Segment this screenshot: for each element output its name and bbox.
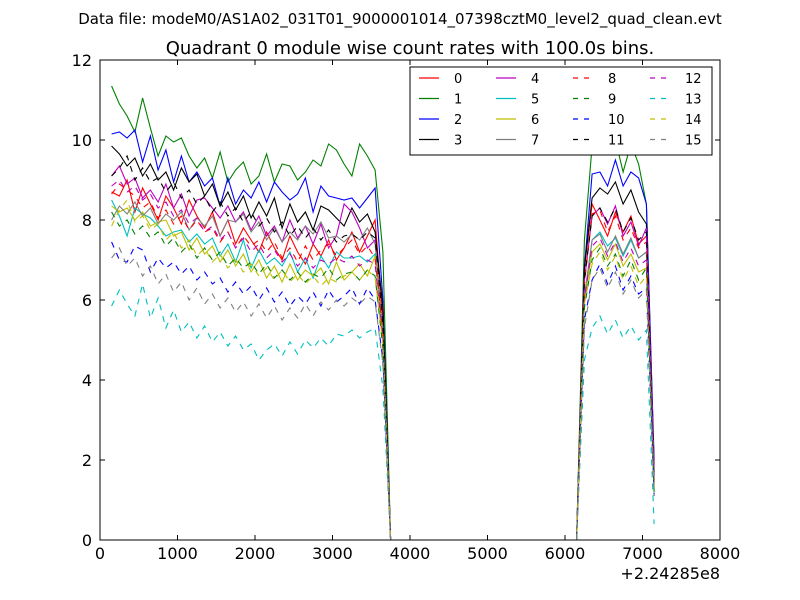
legend-label-11: 11 <box>608 134 625 149</box>
series-line-12 <box>111 179 655 541</box>
y-tick-label: 10 <box>72 131 92 150</box>
x-tick-label: 1000 <box>157 544 198 563</box>
y-tick-label: 8 <box>82 211 92 230</box>
legend-label-7: 7 <box>531 134 539 149</box>
legend-label-3: 3 <box>454 134 462 149</box>
series-line-2 <box>111 128 655 541</box>
legend-label-14: 14 <box>685 113 702 128</box>
legend-label-4: 4 <box>531 72 539 87</box>
series-line-8 <box>111 183 655 541</box>
x-tick-label: 3000 <box>312 544 353 563</box>
legend-label-5: 5 <box>531 93 539 108</box>
x-tick-label: 7000 <box>622 544 663 563</box>
legend-label-2: 2 <box>454 113 462 128</box>
x-tick-label: 0 <box>95 544 105 563</box>
legend-label-10: 10 <box>608 113 625 128</box>
tick-layer: 0 1000 2000 3000 4000 5000 6000 7000 80000246810… <box>72 51 741 563</box>
series-line-14 <box>111 198 655 541</box>
chart-title: Quadrant 0 module wise count rates with … <box>166 38 655 59</box>
y-tick-label: 6 <box>82 291 92 310</box>
y-tick-label: 2 <box>82 451 92 470</box>
legend-label-0: 0 <box>454 72 462 87</box>
y-tick-label: 4 <box>82 371 92 390</box>
series-line-6 <box>111 205 655 541</box>
legend-label-6: 6 <box>531 113 539 128</box>
data-file-suptitle: Data file: modeM0/AS1A02_031T01_90000010… <box>78 10 722 29</box>
x-tick-label: 4000 <box>390 544 431 563</box>
legend-label-13: 13 <box>685 93 702 108</box>
x-tick-label: 6000 <box>545 544 586 563</box>
x-offset-label: +2.24285e8 <box>620 564 720 583</box>
series-layer <box>111 85 655 541</box>
x-tick-label: 5000 <box>467 544 508 563</box>
legend-box <box>409 66 713 156</box>
legend-label-15: 15 <box>685 134 702 149</box>
legend-label-1: 1 <box>454 93 462 108</box>
x-tick-label: 2000 <box>235 544 276 563</box>
series-line-3 <box>111 145 655 541</box>
y-tick-label: 12 <box>72 51 92 70</box>
series-line-13 <box>111 283 655 541</box>
legend-label-8: 8 <box>608 72 616 87</box>
legend-label-9: 9 <box>608 93 616 108</box>
series-line-11 <box>111 154 655 541</box>
x-tick-label: 8000 <box>700 544 741 563</box>
legend-label-12: 12 <box>685 72 702 87</box>
series-line-9 <box>111 211 655 541</box>
series-line-10 <box>111 241 655 541</box>
series-line-7 <box>111 200 655 541</box>
y-tick-label: 0 <box>82 531 92 550</box>
series-line-15 <box>111 246 655 541</box>
